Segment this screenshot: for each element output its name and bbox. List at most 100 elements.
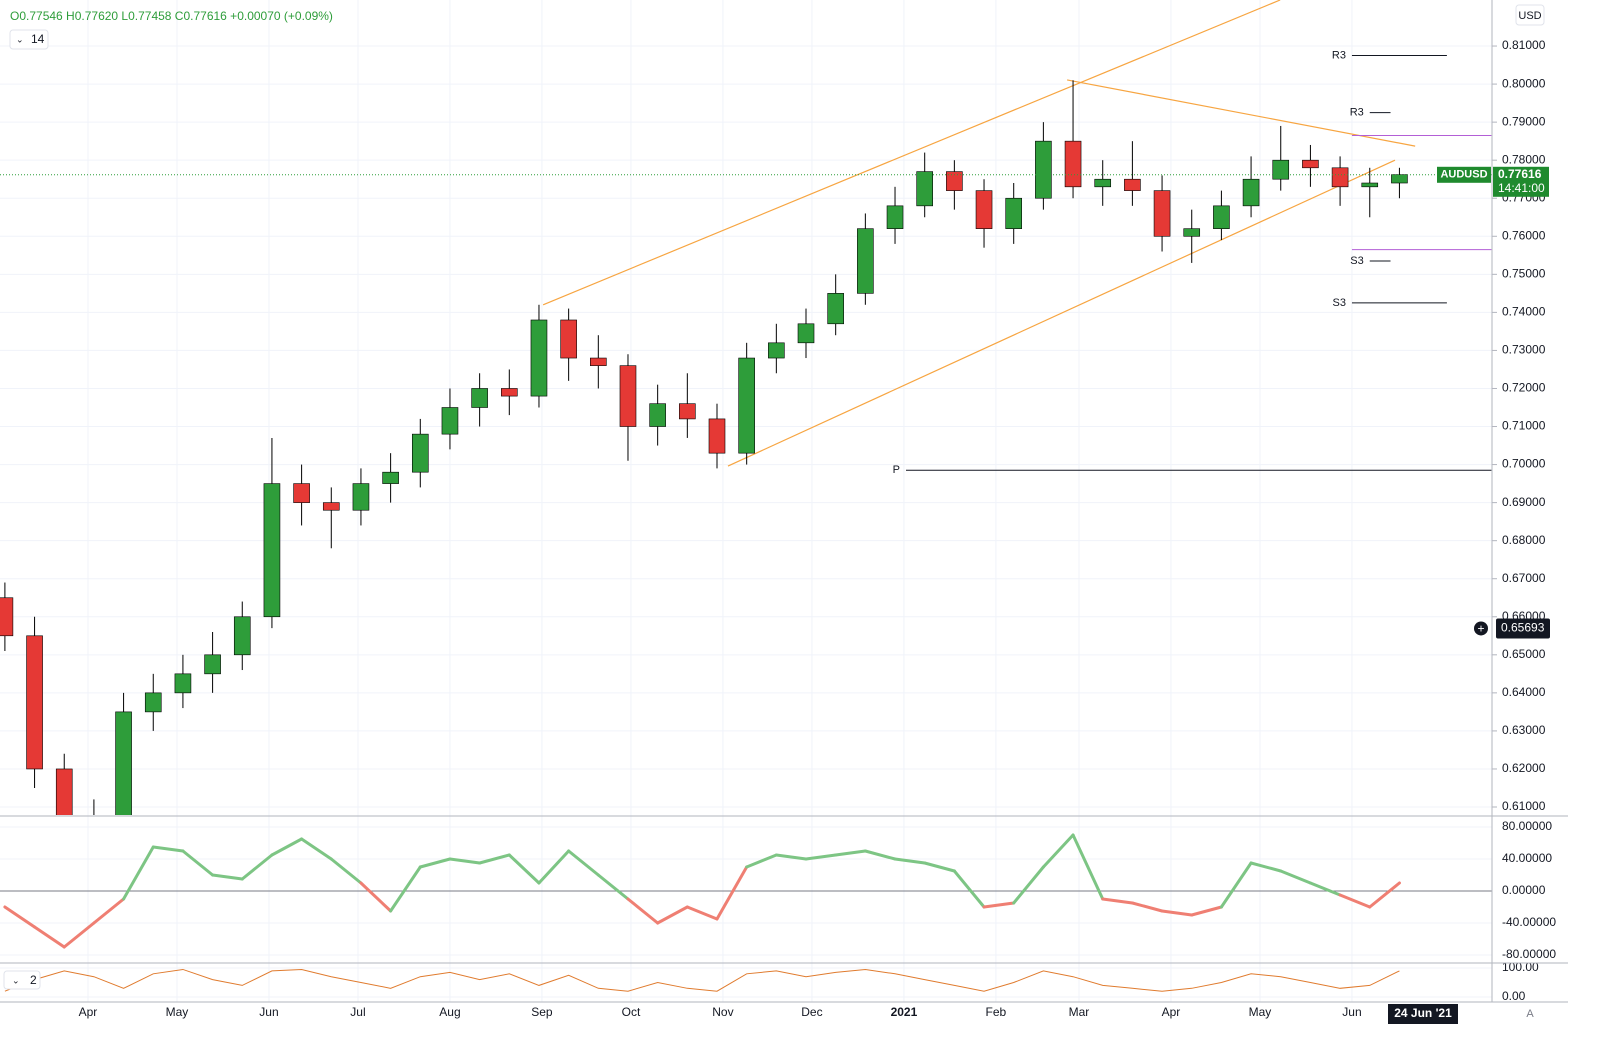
- candle-body: [382, 471, 399, 484]
- oscillator-segment: [478, 853, 511, 865]
- oscillator-segment: [596, 873, 630, 901]
- candle-body: [530, 319, 548, 397]
- y-tick-label: 0.63000: [1502, 723, 1546, 737]
- trendline: [542, 0, 1281, 306]
- oscillator-segment: [270, 837, 304, 857]
- x-tick-label: Jul: [350, 1005, 365, 1019]
- y-tick-label: 0.68000: [1502, 533, 1546, 547]
- oscillator-segment: [774, 853, 808, 861]
- candle-body: [738, 357, 755, 454]
- overlay: Apr May Jun Jul Aug Sep Oct Nov Dec 2021 Feb Mar Apr…: [0, 38, 1556, 1024]
- y-tick-label: 0.71000: [1502, 419, 1546, 433]
- pivot-label: P: [893, 464, 900, 476]
- candle-body: [857, 228, 874, 294]
- candle-body: [797, 323, 815, 344]
- oscillator-segment: [329, 857, 363, 885]
- symbol-tag: [1437, 166, 1491, 183]
- oscillator-segment: [92, 897, 126, 925]
- price-pane: [0, 0, 1492, 815]
- candle-body: [679, 403, 696, 420]
- oscillator-segment: [507, 853, 541, 885]
- pivot-label: S3: [1350, 255, 1363, 267]
- x-tick-label: Aug: [439, 1005, 460, 1019]
- candle-body: [471, 388, 488, 408]
- crosshair-price: 0.65693: [1501, 621, 1545, 635]
- candle-body: [560, 319, 577, 359]
- y-tick-label: 0.00000: [1502, 883, 1546, 897]
- candle-body: [233, 616, 251, 656]
- candle-body: [441, 407, 459, 435]
- x-tick-label: Nov: [712, 1005, 733, 1019]
- y-tick-label: 40.00000: [1502, 851, 1552, 865]
- oscillator-segment: [1279, 869, 1312, 885]
- x-tick-label: May: [166, 1005, 189, 1019]
- candle-body: [26, 635, 43, 770]
- oscillator-segment: [62, 921, 96, 949]
- pivot-label: R3: [1332, 49, 1346, 61]
- y-tick-label: 0.79000: [1502, 114, 1546, 128]
- y-tick-label: 0.81000: [1502, 38, 1546, 52]
- candle-body: [1361, 182, 1379, 188]
- candle-body: [1035, 140, 1052, 199]
- x-tick-label: Oct: [622, 1005, 641, 1019]
- oscillator-segment: [1071, 833, 1105, 901]
- y-tick-label: 0.62000: [1502, 761, 1546, 775]
- plus: +: [1477, 622, 1484, 636]
- oscillator-segment: [656, 905, 689, 925]
- y-tick-label: 0.80000: [1502, 76, 1546, 90]
- candle-body: [174, 673, 192, 694]
- oscillator-segment: [1219, 861, 1253, 909]
- oscillator-segment: [1041, 833, 1075, 869]
- ohlc-header: O0.77546 H0.77620 L0.77458 C0.77616 +0.0…: [10, 9, 333, 23]
- y-tick-label: 0.76000: [1502, 228, 1546, 242]
- y-tick-label: 0.74000: [1502, 305, 1546, 319]
- x-tick-label: Jun: [259, 1005, 278, 1019]
- y-tick-label: 0.72000: [1502, 381, 1546, 395]
- interval-badge: 14: [31, 32, 45, 46]
- oscillator-segment: [1249, 861, 1283, 873]
- candle-body: [1153, 190, 1171, 237]
- candle-body: [827, 293, 844, 325]
- candle-body: [0, 597, 14, 637]
- oscillator-segment: [1338, 893, 1372, 909]
- candle-body: [975, 190, 993, 229]
- badge[interactable]: [9, 29, 49, 50]
- candle-body: [708, 418, 726, 454]
- crosshair-date: 24 Jun '21: [1394, 1006, 1452, 1020]
- badge[interactable]: [3, 970, 41, 990]
- x-tick-label: Jun: [1342, 1005, 1361, 1019]
- trendline: [727, 159, 1396, 467]
- oscillator-segment: [211, 873, 244, 881]
- candle-body: [916, 171, 933, 207]
- oscillator-segment: [1012, 865, 1045, 905]
- candle-body: [1183, 228, 1201, 237]
- x-tick-label: Feb: [986, 1005, 1007, 1019]
- candle-body: [501, 388, 518, 397]
- date-tag: [1388, 1004, 1458, 1024]
- candle-body: [1302, 159, 1319, 169]
- y-tick-label: 0.00: [1502, 989, 1526, 1003]
- candle-body: [293, 483, 310, 503]
- y-tick-label: 80.00000: [1502, 819, 1552, 833]
- candle-body: [411, 433, 429, 473]
- x-tick-label: Apr: [1162, 1005, 1181, 1019]
- oscillator-segment: [804, 853, 838, 861]
- candle-body: [1331, 167, 1349, 188]
- crosshair-plus: [1474, 621, 1488, 636]
- oscillator-segment: [151, 845, 185, 853]
- y-tick-label: 0.75000: [1502, 267, 1546, 281]
- candle-body: [1094, 178, 1112, 188]
- price-tag: [1493, 166, 1549, 197]
- oscillator-segment: [122, 845, 155, 901]
- badge-arrow: ⌄: [12, 975, 20, 985]
- oscillator-segment: [685, 905, 719, 921]
- oscillator-segment: [3, 905, 37, 929]
- candle-body: [1391, 174, 1408, 184]
- oscillator-segment: [626, 897, 660, 925]
- oscillator-segment: [1101, 897, 1134, 905]
- scale-mode[interactable]: A: [1526, 1008, 1534, 1020]
- currency-box[interactable]: [1515, 4, 1545, 26]
- candle-body: [886, 205, 904, 229]
- y-tick-label: 0.61000: [1502, 799, 1546, 813]
